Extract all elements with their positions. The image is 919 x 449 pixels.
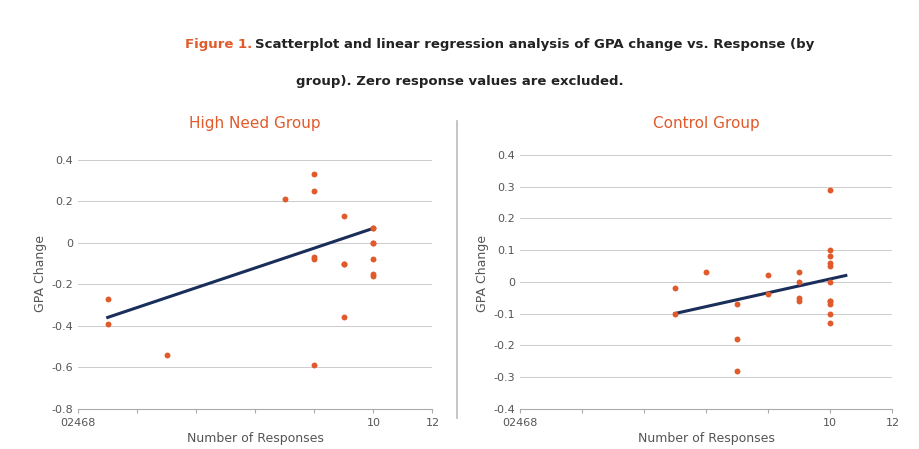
Point [667, 285, 682, 292]
Point [822, 310, 836, 317]
Y-axis label: GPA Change: GPA Change [475, 235, 489, 313]
Point [307, 171, 322, 178]
Point [822, 259, 836, 266]
Point [822, 278, 836, 286]
Point [336, 314, 351, 321]
Point [698, 269, 713, 276]
Title: Control Group: Control Group [652, 116, 759, 131]
Point [366, 256, 380, 263]
Point [791, 269, 806, 276]
Title: High Need Group: High Need Group [189, 116, 321, 131]
Point [336, 260, 351, 267]
Point [159, 351, 174, 358]
Point [791, 294, 806, 301]
Point [100, 320, 115, 327]
Text: group). Zero response values are excluded.: group). Zero response values are exclude… [296, 75, 623, 88]
X-axis label: Number of Responses: Number of Responses [637, 432, 774, 445]
Point [729, 300, 743, 308]
X-axis label: Number of Responses: Number of Responses [187, 432, 323, 445]
Point [822, 186, 836, 194]
Point [822, 300, 836, 308]
Point [307, 361, 322, 369]
Text: Scatterplot and linear regression analysis of GPA change vs. Response (by: Scatterplot and linear regression analys… [255, 38, 813, 51]
Point [760, 272, 775, 279]
Point [667, 310, 682, 317]
Point [822, 297, 836, 304]
Text: Figure 1.: Figure 1. [185, 38, 252, 51]
Point [366, 239, 380, 247]
Point [278, 196, 292, 203]
Point [729, 367, 743, 374]
Point [791, 278, 806, 286]
Point [307, 256, 322, 263]
Y-axis label: GPA Change: GPA Change [34, 235, 48, 313]
Point [729, 335, 743, 343]
Point [307, 187, 322, 194]
Point [366, 224, 380, 232]
Point [822, 253, 836, 260]
Point [822, 319, 836, 326]
Point [366, 270, 380, 277]
Point [791, 297, 806, 304]
Point [760, 291, 775, 298]
Point [307, 254, 322, 261]
Point [366, 224, 380, 232]
Point [366, 239, 380, 247]
Point [822, 262, 836, 269]
Point [366, 273, 380, 280]
Point [336, 212, 351, 220]
Point [336, 260, 351, 267]
Point [100, 295, 115, 302]
Point [822, 297, 836, 304]
Point [822, 247, 836, 254]
